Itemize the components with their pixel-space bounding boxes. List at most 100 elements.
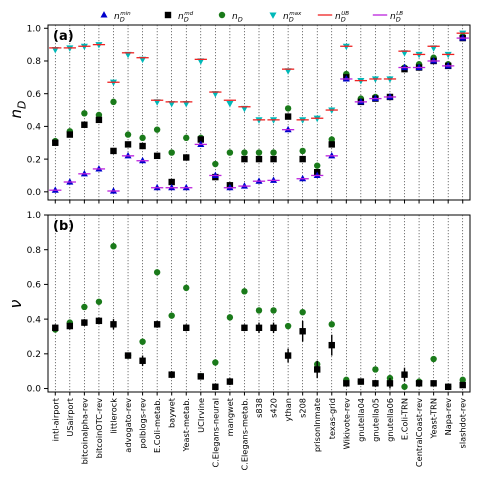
y-tick-label: 0.4 xyxy=(27,123,42,133)
point-black xyxy=(241,324,248,331)
point-black xyxy=(444,383,452,390)
point-black xyxy=(459,381,466,389)
x-tick-label: Napa-rev xyxy=(443,398,453,436)
point-black xyxy=(197,373,204,380)
point-black xyxy=(314,366,321,373)
x-tick-label: s838 xyxy=(254,398,264,418)
point-nmd xyxy=(110,147,117,155)
point-black xyxy=(110,321,117,328)
legend-label-nmd: nDmd xyxy=(178,11,194,24)
point-green xyxy=(255,307,263,314)
point-green xyxy=(386,374,394,382)
legend-label-nLB: nDLB xyxy=(390,11,403,24)
x-tick-label: baywet xyxy=(167,397,177,428)
point-black xyxy=(343,380,350,387)
point-green xyxy=(226,314,234,321)
legend-marker-nD xyxy=(218,11,226,19)
point-black xyxy=(226,378,234,385)
panel-label: (a) xyxy=(53,29,74,44)
point-green xyxy=(168,312,175,319)
point-nmd xyxy=(183,154,190,161)
point-nmax xyxy=(240,105,248,113)
point-nmd xyxy=(270,155,277,163)
point-nmd xyxy=(284,113,292,120)
legend-item: nDmax xyxy=(269,11,302,24)
x-tick-label: advogato-rev xyxy=(123,398,133,453)
x-tick-label: gnutella05 xyxy=(370,398,380,442)
point-black xyxy=(66,322,74,330)
point-green xyxy=(110,243,117,250)
x-tick-label: slashdot-rev xyxy=(458,398,468,449)
point-green xyxy=(241,288,248,295)
panel-b: 0.0 0.2 0.4 0.6 0.8 1.0 (b) ν xyxy=(6,211,471,396)
point-nmd xyxy=(299,155,306,163)
point-nmax xyxy=(51,46,59,54)
point-green xyxy=(430,355,437,363)
x-tick-label: littlerock xyxy=(108,398,118,434)
legend-item: nDUB xyxy=(317,11,349,24)
point-green xyxy=(284,322,292,330)
y-tick-label: 0.0 xyxy=(27,385,42,395)
point-nmax xyxy=(284,68,292,75)
x-tick-label: gnutella04 xyxy=(356,398,366,442)
y-tick-label: 0.6 xyxy=(27,90,42,100)
y-tick-label: 0.6 xyxy=(27,281,42,291)
legend-item: nDLB xyxy=(372,11,403,24)
x-tick-label: bitcoinOTC-rev xyxy=(94,398,104,459)
point-nmax xyxy=(226,100,234,108)
y-axis-label: ν xyxy=(6,300,25,309)
x-tick-label: USairport xyxy=(65,397,75,436)
point-nmax xyxy=(124,51,132,59)
point-black xyxy=(81,319,88,326)
point-black xyxy=(299,328,306,335)
point-black xyxy=(139,357,146,364)
x-tick-label: E.Coli-TRN xyxy=(400,398,410,440)
point-green xyxy=(270,307,277,314)
x-tick-label: Wikivote-rev xyxy=(341,398,351,449)
legend-item: nDmin xyxy=(100,11,131,24)
point-nD xyxy=(153,126,161,133)
y-tick-label: 1.0 xyxy=(27,24,42,34)
point-nD xyxy=(183,134,190,142)
legend-label-nD: nD xyxy=(232,12,243,24)
x-tick-label: prisonInmate xyxy=(312,398,322,452)
x-tick-label: s208 xyxy=(298,398,308,418)
y-axis-label: nD xyxy=(7,101,29,119)
point-nmd xyxy=(168,178,175,186)
x-tick-label: Yeast-metab. xyxy=(181,398,191,452)
point-black xyxy=(415,380,423,387)
point-nmax xyxy=(168,100,176,108)
x-tick-label: s420 xyxy=(269,398,279,418)
point-black xyxy=(52,324,59,331)
x-tick-label: UCIrvine xyxy=(196,398,206,433)
point-nmax xyxy=(211,91,219,98)
legend-label-nmax: nDmax xyxy=(283,11,302,24)
y-tick-label: 0.8 xyxy=(27,57,42,67)
x-tick-label: C.Elegans-neural xyxy=(210,398,220,468)
point-nD xyxy=(314,162,321,169)
y-tick-label: 0.2 xyxy=(27,155,41,165)
point-black xyxy=(255,324,263,331)
legend-item: nDmd xyxy=(164,11,194,24)
point-nD xyxy=(328,136,335,143)
y-tick-label: 1.0 xyxy=(27,211,42,221)
point-green xyxy=(183,284,190,292)
point-black xyxy=(284,352,292,359)
point-nmd xyxy=(95,116,103,124)
point-nmax xyxy=(182,100,190,108)
point-green xyxy=(139,338,146,345)
point-nmax xyxy=(197,58,205,65)
y-tick-label: 0.4 xyxy=(27,315,42,325)
x-tick-label: C.Elegans-metab. xyxy=(239,398,249,470)
point-nD xyxy=(139,134,146,142)
point-green xyxy=(401,383,408,390)
panel-a: 0.0 0.2 0.4 0.6 0.8 1.0 (a) nD xyxy=(7,24,471,204)
panel-label: (b) xyxy=(53,219,74,234)
point-black xyxy=(124,352,132,359)
point-nD xyxy=(284,105,292,112)
legend-marker-nmin xyxy=(100,11,108,18)
x-tick-label: bitcoinalpha-rev xyxy=(79,398,89,465)
point-black xyxy=(357,378,365,385)
point-black xyxy=(212,383,219,390)
point-nmd xyxy=(124,141,132,148)
